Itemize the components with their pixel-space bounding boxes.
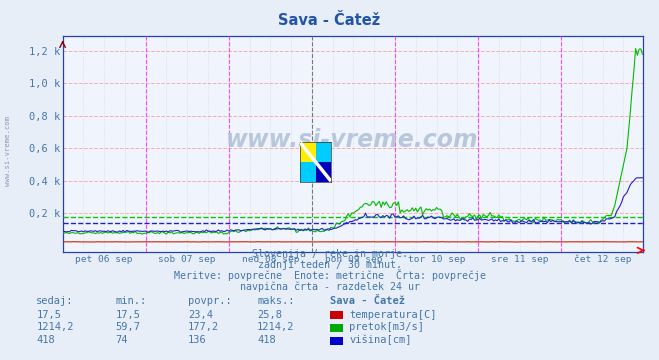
Text: 25,8: 25,8 <box>257 310 282 320</box>
Text: min.:: min.: <box>115 296 146 306</box>
Text: Sava - Čatež: Sava - Čatež <box>330 296 405 306</box>
Text: 418: 418 <box>36 336 55 346</box>
Bar <box>316 162 331 182</box>
Bar <box>300 142 316 162</box>
Text: 1214,2: 1214,2 <box>257 323 295 333</box>
Text: 23,4: 23,4 <box>188 310 213 320</box>
Text: 1214,2: 1214,2 <box>36 323 74 333</box>
Text: 177,2: 177,2 <box>188 323 219 333</box>
Text: Meritve: povprečne  Enote: metrične  Črta: povprečje: Meritve: povprečne Enote: metrične Črta:… <box>173 269 486 281</box>
Text: 17,5: 17,5 <box>115 310 140 320</box>
Text: 59,7: 59,7 <box>115 323 140 333</box>
Text: 17,5: 17,5 <box>36 310 61 320</box>
Text: navpična črta - razdelek 24 ur: navpična črta - razdelek 24 ur <box>239 281 420 292</box>
Text: pretok[m3/s]: pretok[m3/s] <box>349 323 424 333</box>
Bar <box>300 162 316 182</box>
Text: sedaj:: sedaj: <box>36 296 74 306</box>
Text: Sava - Čatež: Sava - Čatež <box>278 13 381 28</box>
Text: 418: 418 <box>257 336 275 346</box>
Text: Slovenija / reke in morje.: Slovenija / reke in morje. <box>252 249 407 260</box>
Text: maks.:: maks.: <box>257 296 295 306</box>
Text: 74: 74 <box>115 336 128 346</box>
Text: www.si-vreme.com: www.si-vreme.com <box>5 116 11 186</box>
Text: www.si-vreme.com: www.si-vreme.com <box>226 128 479 152</box>
Bar <box>316 142 331 162</box>
Text: 136: 136 <box>188 336 206 346</box>
Text: višina[cm]: višina[cm] <box>349 335 412 346</box>
Text: temperatura[C]: temperatura[C] <box>349 310 437 320</box>
Text: zadnji teden / 30 minut.: zadnji teden / 30 minut. <box>258 260 401 270</box>
Text: povpr.:: povpr.: <box>188 296 231 306</box>
